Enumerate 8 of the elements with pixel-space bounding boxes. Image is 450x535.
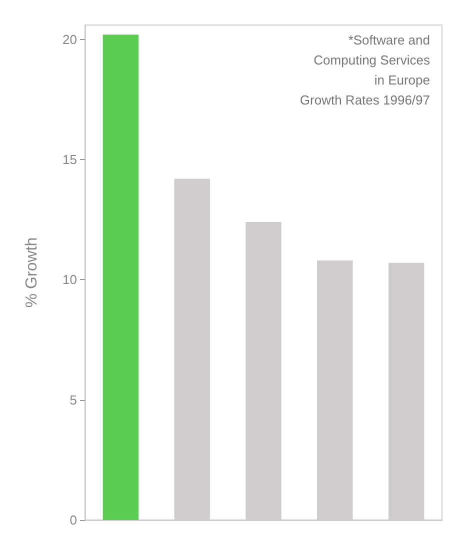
bar [102, 34, 139, 520]
annotation: *Software and Computing Services in Europe Growth Rates 1996/97 [300, 32, 430, 108]
y-tick-label: 5 [70, 392, 77, 408]
y-axis-title: % Growth [24, 237, 40, 308]
y-tick-label: 15 [62, 152, 77, 168]
y-tick-label: 10 [62, 272, 77, 288]
y-tick-label: 0 [70, 512, 77, 528]
y-tick-label: 20 [62, 32, 77, 47]
